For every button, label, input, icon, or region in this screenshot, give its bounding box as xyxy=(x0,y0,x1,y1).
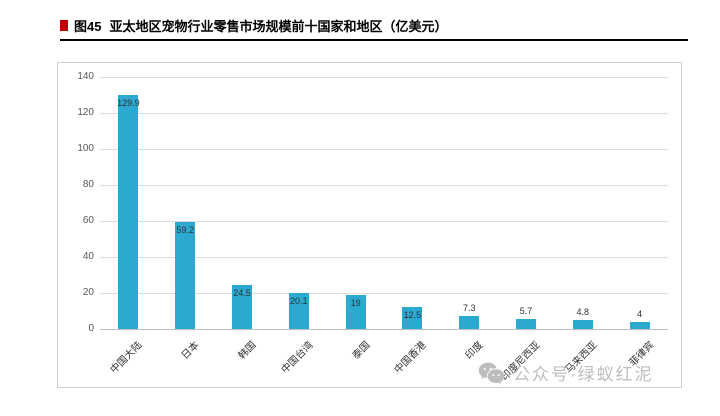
bar-value-label: 4.8 xyxy=(576,307,590,318)
gridline xyxy=(100,293,668,294)
gridline xyxy=(100,77,668,78)
y-axis-label: 100 xyxy=(77,143,94,154)
bar-value-label: 4 xyxy=(637,308,643,319)
bar-value-label: 7.3 xyxy=(462,302,476,313)
y-axis-label: 40 xyxy=(82,251,94,262)
title-marker xyxy=(60,19,68,31)
y-axis-label: 140 xyxy=(77,71,94,82)
gridline xyxy=(100,221,668,222)
gridline xyxy=(100,329,668,330)
plot-area: 0 20 40 60 80 100 120 140 129.9 中国大陆 59.2 日本 24.5 韩国 2… xyxy=(77,71,668,383)
watermark-text: 公众号·绿蚁红泥 xyxy=(513,365,654,384)
bar-value-label: 20.1 xyxy=(290,295,308,306)
bar-value-label: 129.9 xyxy=(117,98,140,109)
x-axis-label: 日本 xyxy=(179,339,202,362)
bar-value-label: 5.7 xyxy=(519,305,533,316)
x-axis-label: 泰国 xyxy=(350,339,373,362)
bar-value-label: 59.2 xyxy=(176,225,194,236)
bar xyxy=(345,294,366,329)
bar xyxy=(402,306,423,329)
x-axis-label: 韩国 xyxy=(236,339,259,362)
watermark: 公众号·绿蚁红泥 xyxy=(478,360,654,385)
y-axis-label: 120 xyxy=(77,107,94,118)
bar xyxy=(232,284,252,329)
bar xyxy=(629,321,650,329)
bar-value-label: 12.5 xyxy=(403,309,422,320)
bar xyxy=(288,292,309,329)
gridline xyxy=(100,185,668,186)
x-axis-label: 中国大陆 xyxy=(108,339,146,376)
bar xyxy=(175,222,196,329)
bar-value-label: 19 xyxy=(350,297,361,308)
bar-value-label: 24.5 xyxy=(233,287,251,298)
bar xyxy=(118,95,139,329)
figure-title-row: 图45 亚太地区宠物行业零售市场规模前十国家和地区（亿美元） xyxy=(60,16,447,34)
figure-title: 亚太地区宠物行业零售市场规模前十国家和地区（亿美元） xyxy=(109,18,448,34)
chart-container: 0 20 40 60 80 100 120 140 129.9 中国大陆 59.2 日本 24.5 韩国 2… xyxy=(57,62,682,388)
gridline xyxy=(100,113,668,114)
bar xyxy=(459,315,480,329)
x-axis-label: 中国香港 xyxy=(392,339,430,376)
x-axis-label: 中国台湾 xyxy=(279,339,316,376)
gridline xyxy=(100,149,668,150)
title-underline xyxy=(60,39,688,41)
y-axis-label: 60 xyxy=(82,215,94,226)
y-axis-label: 0 xyxy=(88,323,94,334)
x-axis-label: 印度 xyxy=(463,339,486,362)
bar xyxy=(516,318,536,329)
bar xyxy=(572,320,593,329)
gridline xyxy=(100,257,668,258)
figure-number: 图45 xyxy=(74,18,102,34)
y-axis-label: 20 xyxy=(82,287,94,298)
y-axis-label: 80 xyxy=(82,179,94,190)
wechat-icon xyxy=(478,362,505,384)
